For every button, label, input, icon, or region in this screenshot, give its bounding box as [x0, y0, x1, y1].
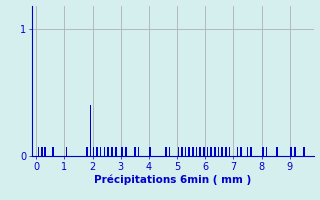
Bar [165, 147, 166, 156]
X-axis label: Précipitations 6min ( mm ): Précipitations 6min ( mm ) [94, 174, 252, 185]
Bar [66, 147, 68, 156]
Bar [290, 147, 292, 156]
Bar [247, 147, 248, 156]
Bar [276, 147, 278, 156]
Bar [104, 147, 105, 156]
Bar [121, 147, 123, 156]
Bar [96, 147, 98, 156]
Bar [181, 147, 183, 156]
Bar [221, 147, 223, 156]
Bar [237, 147, 238, 156]
Bar [218, 147, 219, 156]
Bar [266, 147, 267, 156]
Bar [93, 147, 94, 156]
Bar [111, 147, 113, 156]
Bar [192, 147, 194, 156]
Bar [228, 147, 230, 156]
Bar [214, 147, 216, 156]
Bar [207, 147, 208, 156]
Bar [250, 147, 252, 156]
Bar [38, 147, 39, 156]
Bar [116, 147, 117, 156]
Bar [134, 147, 136, 156]
Bar [210, 147, 212, 156]
Bar [185, 147, 186, 156]
Bar [100, 147, 101, 156]
Bar [240, 147, 242, 156]
Bar [199, 147, 201, 156]
Bar [196, 147, 197, 156]
Bar [203, 147, 204, 156]
Bar [188, 147, 190, 156]
Bar [294, 147, 295, 156]
Bar [138, 147, 139, 156]
Bar [90, 105, 91, 156]
Bar [44, 147, 46, 156]
Bar [178, 147, 179, 156]
Bar [107, 147, 109, 156]
Bar [149, 147, 151, 156]
Bar [86, 147, 88, 156]
Bar [41, 147, 43, 156]
Bar [169, 147, 170, 156]
Bar [52, 147, 54, 156]
Bar [225, 147, 227, 156]
Bar [125, 147, 126, 156]
Bar [303, 147, 305, 156]
Bar [262, 147, 264, 156]
